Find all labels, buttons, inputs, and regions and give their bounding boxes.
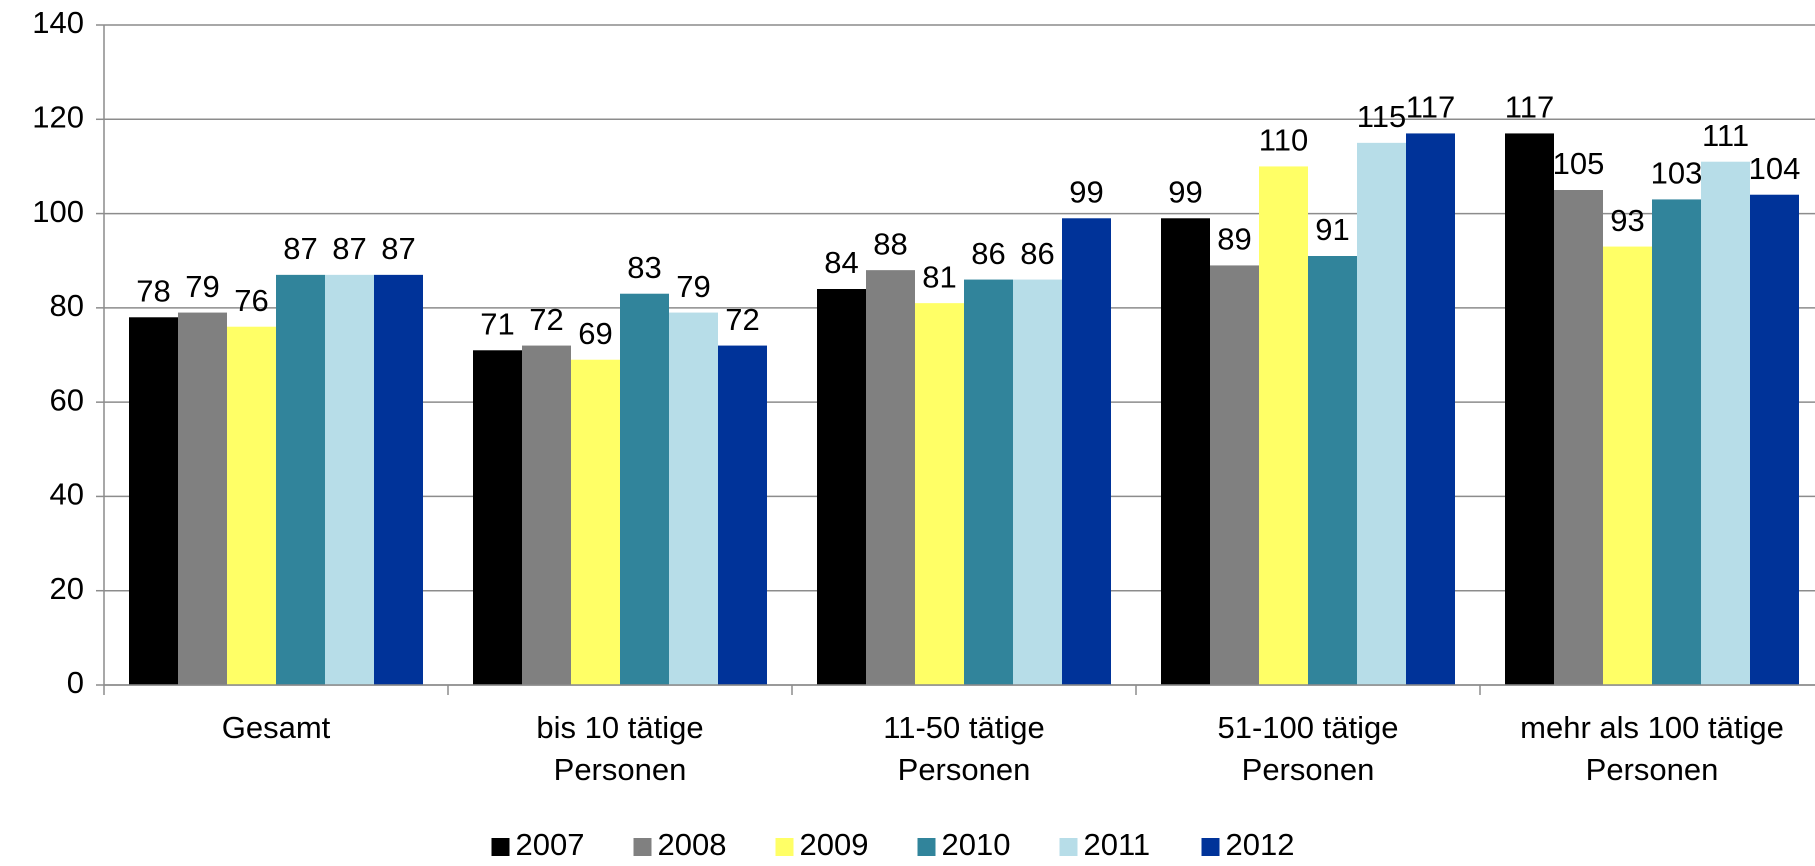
data-label: 105: [1553, 146, 1605, 181]
data-label: 89: [1217, 222, 1251, 257]
data-label: 103: [1651, 156, 1703, 191]
y-tick-label: 20: [50, 571, 84, 606]
legend-swatch: [917, 838, 936, 856]
bar: [1259, 166, 1308, 685]
bar: [1062, 218, 1111, 686]
bar: [325, 274, 374, 685]
y-tick-label: 60: [50, 382, 84, 417]
bar: [129, 317, 178, 685]
bar: [227, 326, 276, 685]
data-label: 71: [480, 306, 514, 341]
bar: [1406, 133, 1455, 685]
legend-swatch: [1059, 838, 1078, 856]
data-label: 79: [185, 269, 219, 304]
data-label: 72: [529, 302, 563, 337]
data-label: 87: [332, 231, 366, 266]
bar: [1701, 161, 1750, 685]
legend-label: 2008: [658, 827, 727, 862]
data-label: 86: [1020, 236, 1054, 271]
y-tick-label: 140: [32, 5, 84, 40]
bar: [1750, 194, 1799, 685]
x-tick-label: mehr als 100 tätige Personen: [1520, 710, 1784, 787]
bar: [1161, 218, 1210, 686]
data-label: 110: [1259, 123, 1308, 158]
bar: [522, 345, 571, 685]
bar: [817, 289, 866, 685]
bar: [276, 274, 325, 685]
bar: [866, 270, 915, 685]
legend-swatch: [633, 838, 652, 856]
bar: [178, 312, 227, 685]
y-tick-label: 120: [32, 99, 84, 134]
bar: [1013, 279, 1062, 685]
data-label: 99: [1168, 174, 1202, 209]
bar: [1603, 246, 1652, 686]
x-tick-label: Gesamt: [222, 710, 331, 745]
data-label: 87: [283, 231, 317, 266]
x-tick-label: 51-100 tätige Personen: [1218, 710, 1399, 787]
bar: [473, 350, 522, 685]
data-label: 117: [1505, 90, 1554, 125]
data-label: 87: [381, 231, 415, 266]
data-label: 91: [1315, 212, 1349, 247]
legend-label: 2007: [516, 827, 585, 862]
legend-label: 2011: [1084, 827, 1151, 862]
y-tick-label: 80: [50, 288, 84, 323]
bar: [669, 312, 718, 685]
bar: [1652, 199, 1701, 685]
bar: [571, 359, 620, 685]
bar: [1210, 265, 1259, 685]
data-label: 104: [1749, 151, 1801, 186]
data-label: 79: [676, 269, 710, 304]
legend-swatch: [491, 838, 510, 856]
legend-label: 2009: [800, 827, 869, 862]
data-label: 83: [627, 250, 661, 285]
data-label: 69: [578, 316, 612, 351]
data-label: 115: [1357, 99, 1406, 134]
data-label: 93: [1610, 203, 1644, 238]
y-tick-label: 100: [32, 194, 84, 229]
data-label: 111: [1702, 118, 1749, 153]
data-label: 117: [1406, 90, 1455, 125]
legend-label: 2010: [942, 827, 1011, 862]
legend-label: 2012: [1226, 827, 1295, 862]
y-tick-label: 0: [67, 665, 84, 700]
data-label: 88: [873, 226, 907, 261]
bar: [1554, 190, 1603, 685]
bar: [374, 274, 423, 685]
y-tick-label: 40: [50, 477, 84, 512]
data-label: 78: [136, 273, 170, 308]
bar: [1505, 133, 1554, 685]
data-label: 72: [725, 302, 759, 337]
data-label: 84: [824, 245, 858, 280]
legend-swatch: [1201, 838, 1220, 856]
x-tick-label: 11-50 tätige Personen: [883, 710, 1044, 787]
data-label: 99: [1069, 174, 1103, 209]
legend-swatch: [775, 838, 794, 856]
data-label: 76: [234, 283, 268, 318]
bar: [964, 279, 1013, 685]
data-label: 86: [971, 236, 1005, 271]
bar: [915, 303, 964, 685]
bar: [620, 293, 669, 685]
bar: [1308, 256, 1357, 685]
x-tick-label: bis 10 tätige Personen: [536, 710, 703, 787]
bar: [1357, 142, 1406, 685]
bar: [718, 345, 767, 685]
data-label: 81: [922, 259, 956, 294]
